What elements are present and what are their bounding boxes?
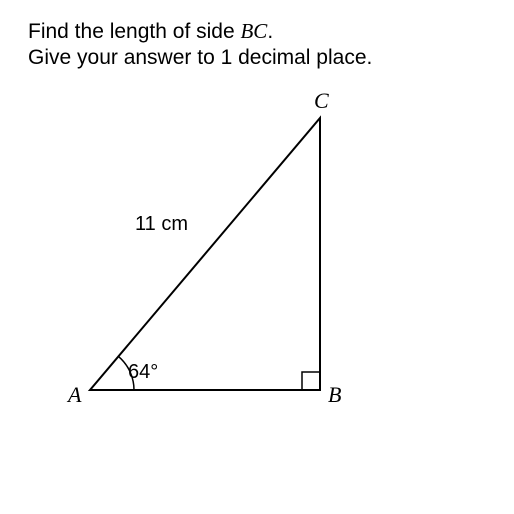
question-line2: Give your answer to 1 decimal place. [28, 46, 372, 69]
angle-label: 64° [128, 361, 158, 383]
vertex-C: C [314, 88, 329, 113]
right-angle-marker [302, 372, 320, 390]
question-var: BC [240, 19, 267, 43]
vertex-A: A [66, 382, 82, 407]
triangle-diagram: 64° 11 cm A B C [20, 80, 400, 430]
vertex-B: B [328, 382, 341, 407]
triangle-outline [90, 118, 320, 390]
question-line1-prefix: Find the length of side [28, 20, 240, 43]
hypotenuse-label: 11 cm [135, 213, 188, 235]
question-text: Find the length of side BC. Give your an… [28, 18, 372, 72]
question-line1-suffix: . [267, 20, 273, 43]
